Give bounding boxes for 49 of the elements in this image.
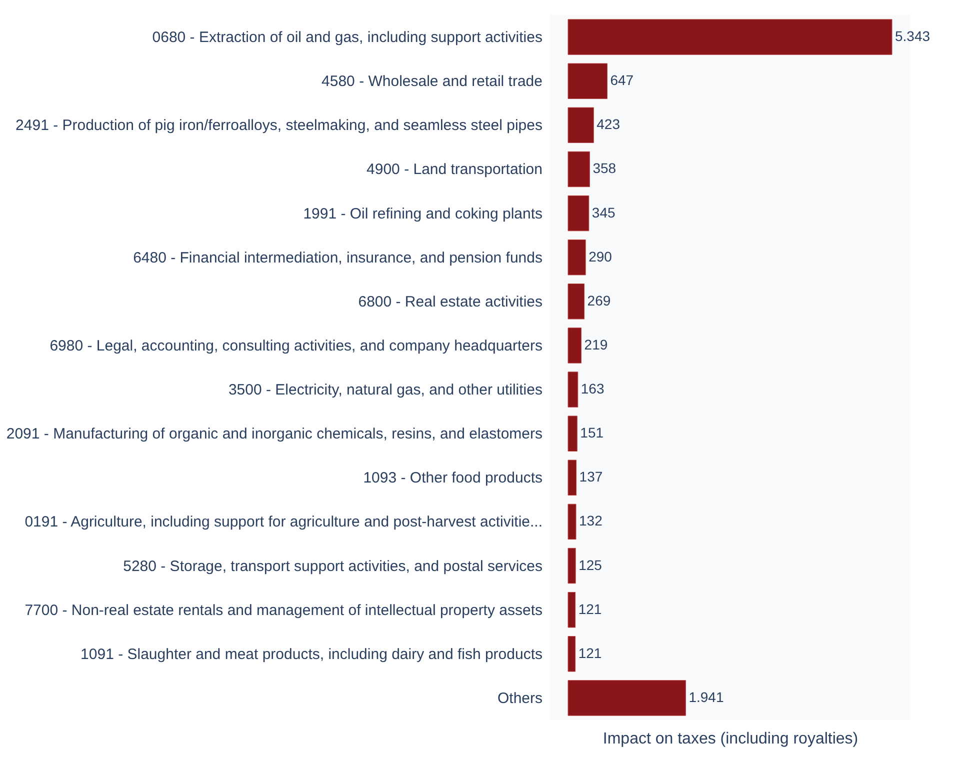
data-label: 125 <box>578 556 602 573</box>
y-tick-label: 0191 - Agriculture, including support for agriculture and post-harvest activitie... <box>24 514 542 531</box>
data-label: 137 <box>579 468 603 485</box>
y-tick-label: 5280 - Storage, transport support activities, and postal services <box>123 558 542 575</box>
data-label: 647 <box>610 72 634 88</box>
y-tick-label: 0680 - Extraction of oil and gas, including support activities <box>152 29 542 46</box>
bar <box>568 592 576 628</box>
y-tick-label: 2091 - Manufacturing of organic and inorganic chemicals, resins, and elastomers <box>6 426 542 443</box>
bar <box>568 636 576 672</box>
bar <box>568 328 582 364</box>
data-label: 121 <box>578 600 602 617</box>
y-tick-label: 6980 - Legal, accounting, consulting activities, and company headquarters <box>50 337 542 354</box>
bar <box>568 680 686 716</box>
data-label: 269 <box>587 292 611 308</box>
y-tick-label: 6480 - Financial intermediation, insurance, and pension funds <box>133 249 542 266</box>
data-label: 151 <box>580 424 604 441</box>
bar <box>568 107 594 144</box>
bar <box>568 284 585 320</box>
data-label: 423 <box>596 116 620 132</box>
data-label: 290 <box>588 248 612 264</box>
y-tick-label: 1991 - Oil refining and coking plants <box>303 205 542 222</box>
data-label: 163 <box>580 380 604 397</box>
y-tick-label: Others <box>497 690 542 707</box>
bar <box>568 372 578 408</box>
data-label: 219 <box>584 336 608 352</box>
bar <box>568 63 608 99</box>
bar <box>568 151 590 188</box>
bar <box>568 195 590 232</box>
y-tick-label: 3500 - Electricity, natural gas, and other utilities <box>228 382 542 399</box>
y-tick-label: 1091 - Slaughter and meat products, including dairy and fish products <box>80 646 542 663</box>
y-tick-label: 1093 - Other food products <box>363 470 542 487</box>
y-tick-label: 4580 - Wholesale and retail trade <box>322 73 542 90</box>
bar <box>568 504 576 540</box>
y-tick-label: 7700 - Non-real estate rentals and management of intellectual property assets <box>24 602 542 619</box>
y-tick-label: 6800 - Real estate activities <box>358 293 542 310</box>
data-label: 132 <box>579 512 603 529</box>
data-label: 345 <box>592 204 616 220</box>
bar <box>568 416 578 452</box>
bar <box>568 548 576 584</box>
bar <box>568 19 892 55</box>
data-label: 5.343 <box>895 28 930 44</box>
x-axis-title: Impact on taxes (including royalties) <box>602 730 858 748</box>
data-label: 121 <box>578 644 602 661</box>
bar <box>568 239 586 276</box>
bar <box>568 460 577 496</box>
y-tick-label: 4900 - Land transportation <box>366 161 542 178</box>
data-label: 358 <box>592 160 616 176</box>
y-tick-label: 2491 - Production of pig iron/ferroalloys, steelmaking, and seamless steel pipes <box>16 117 542 134</box>
data-label: 1.941 <box>688 688 724 705</box>
